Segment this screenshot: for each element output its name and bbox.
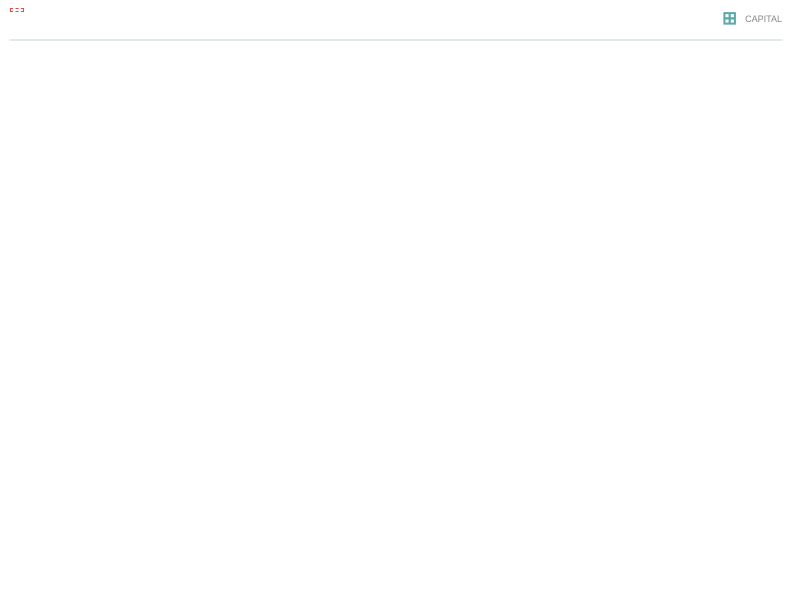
header: ⊞ CAPITAL (10, 8, 782, 29)
acquired-legend (10, 8, 24, 12)
brand-icon: ⊞ (722, 8, 737, 29)
brand-logo: ⊞ CAPITAL (722, 8, 782, 29)
api-row (10, 39, 782, 41)
